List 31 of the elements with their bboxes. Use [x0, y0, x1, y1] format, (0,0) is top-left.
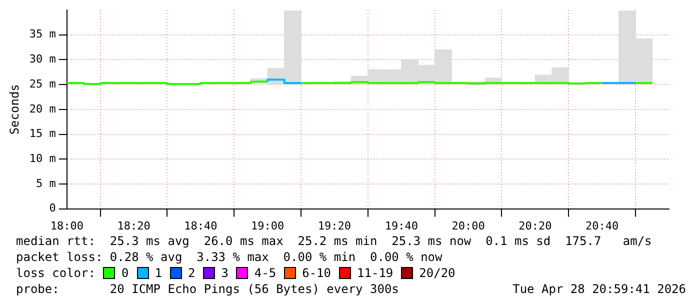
x-tick-label: 20:00 — [452, 219, 485, 232]
x-tick-label: 18:40 — [184, 219, 218, 232]
x-tick-label: 19:40 — [384, 219, 418, 232]
legend-label: 4-5 — [254, 266, 276, 280]
legend-label: 11-19 — [357, 266, 394, 280]
y-tick-label: 0 — [49, 202, 56, 215]
x-tick-label: 20:40 — [586, 219, 619, 232]
legend-label: 3 — [221, 266, 228, 280]
legend-label: 1 — [154, 266, 162, 280]
y-tick-label: 5 m — [36, 176, 56, 190]
x-tick-label: 18:20 — [117, 219, 150, 232]
x-tick-label: 18:00 — [50, 219, 84, 232]
y-tick-label: 25 m — [29, 77, 56, 90]
x-tick-label: 19:00 — [251, 219, 284, 232]
legend-label: 0 — [121, 266, 129, 280]
text: probe: 20 ICMP Echo Pings (56 Bytes) every 300s — [16, 282, 399, 296]
legend-label: 2 — [188, 266, 196, 280]
legend-title: loss color: — [16, 266, 96, 280]
y-tick-label: 35 m — [29, 28, 56, 41]
x-tick-label: 20:20 — [518, 219, 552, 232]
y-tick-label: 30 m — [29, 52, 56, 66]
y-tick-label: 15 m — [29, 127, 56, 140]
text: median rtt: 25.3 ms avg 26.0 ms max 25.2 ms min 25.3 ms now 0.1 ms sd 175.7 am/s — [16, 234, 652, 248]
y-axis-title: Seconds — [7, 84, 22, 135]
legend-label: 6-10 — [302, 266, 332, 280]
text: packet loss: 0.28 % avg 3.33 % max 0.00 % min 0.00 % now — [16, 250, 442, 264]
x-tick-label: 19:20 — [318, 219, 352, 232]
y-tick-label: 10 m — [29, 152, 56, 165]
y-tick-label: 20 m — [29, 102, 56, 116]
text: Tue Apr 28 20:59:41 2026 — [512, 281, 686, 297]
legend-label: 20/20 — [419, 266, 456, 280]
